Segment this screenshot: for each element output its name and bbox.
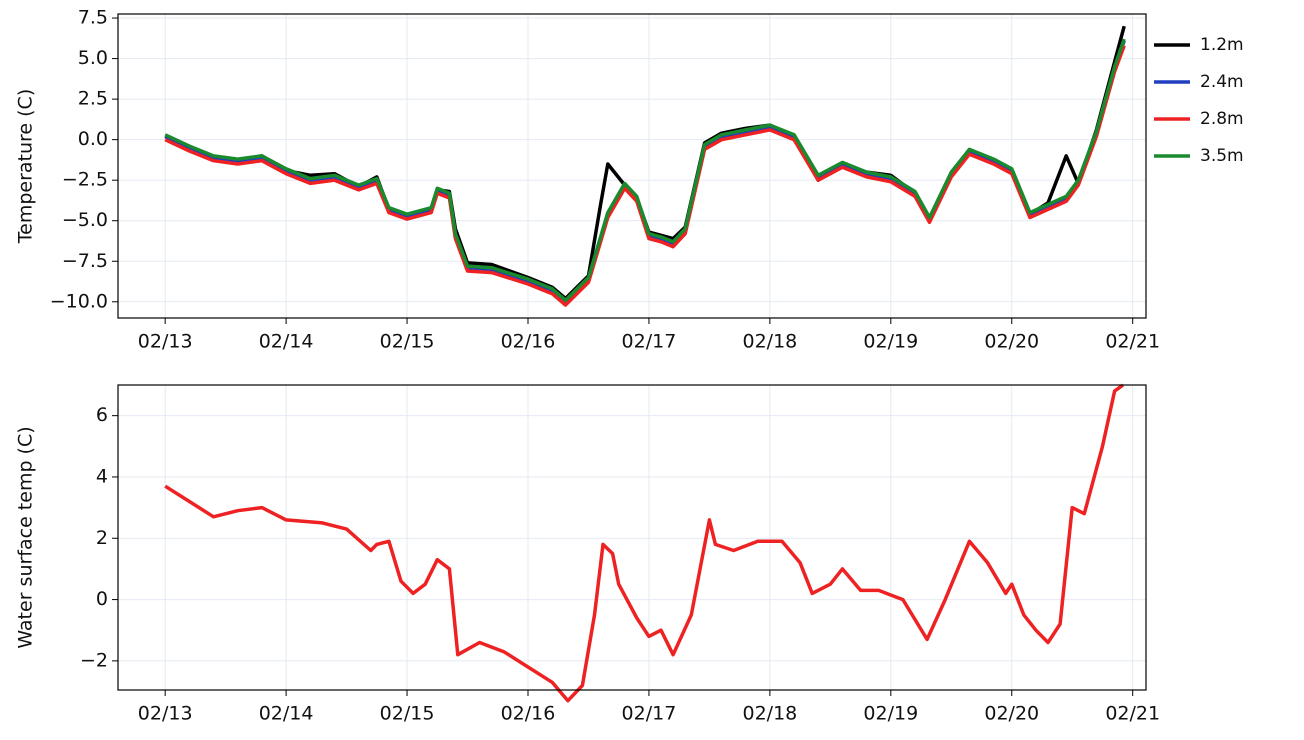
y-tick-label: 2.5: [78, 88, 108, 110]
x-tick-label: 02/19: [863, 703, 918, 725]
x-tick-label: 02/14: [259, 331, 314, 353]
y-tick-label: 0: [96, 588, 108, 610]
x-tick-label: 02/20: [984, 703, 1039, 725]
x-tick-label: 02/17: [622, 703, 677, 725]
x-tick-label: 02/19: [863, 331, 918, 353]
legend-label: 2.8m: [1200, 109, 1244, 129]
y-axis-label: Temperature (C): [15, 89, 37, 245]
y-tick-label: −2.5: [62, 169, 108, 191]
y-axis-label: Water surface temp (C): [15, 426, 37, 648]
x-tick-label: 02/18: [742, 331, 797, 353]
x-tick-label: 02/15: [380, 331, 435, 353]
x-tick-label: 02/20: [984, 331, 1039, 353]
y-tick-label: 4: [96, 465, 108, 487]
x-tick-label: 02/13: [138, 331, 193, 353]
series-line: [164, 40, 1126, 304]
x-tick-label: 02/18: [742, 703, 797, 725]
x-tick-label: 02/16: [501, 331, 556, 353]
x-tick-label: 02/14: [259, 703, 314, 725]
y-tick-label: 2: [96, 527, 108, 549]
y-tick-label: 6: [96, 404, 108, 426]
y-tick-label: 7.5: [78, 7, 108, 29]
legend-label: 2.4m: [1200, 72, 1244, 92]
y-tick-label: 5.0: [78, 47, 108, 69]
y-tick-label: −10.0: [50, 290, 108, 312]
legend-label: 3.5m: [1200, 146, 1244, 166]
series-line: [164, 25, 1126, 301]
x-tick-label: 02/17: [622, 331, 677, 353]
x-tick-label: 02/16: [501, 703, 556, 725]
plot-frame: [117, 384, 1147, 691]
legend-label: 1.2m: [1200, 35, 1244, 55]
y-tick-label: 0.0: [78, 128, 108, 150]
y-tick-label: −5.0: [62, 209, 108, 231]
x-tick-label: 02/13: [138, 703, 193, 725]
x-tick-label: 02/15: [380, 703, 435, 725]
y-tick-label: −2: [80, 649, 108, 671]
y-tick-label: −7.5: [62, 250, 108, 272]
series-line: [164, 38, 1126, 302]
series-line: [164, 383, 1125, 703]
x-tick-label: 02/21: [1105, 331, 1160, 353]
x-tick-label: 02/21: [1105, 703, 1160, 725]
plot-frame: [117, 13, 1147, 319]
